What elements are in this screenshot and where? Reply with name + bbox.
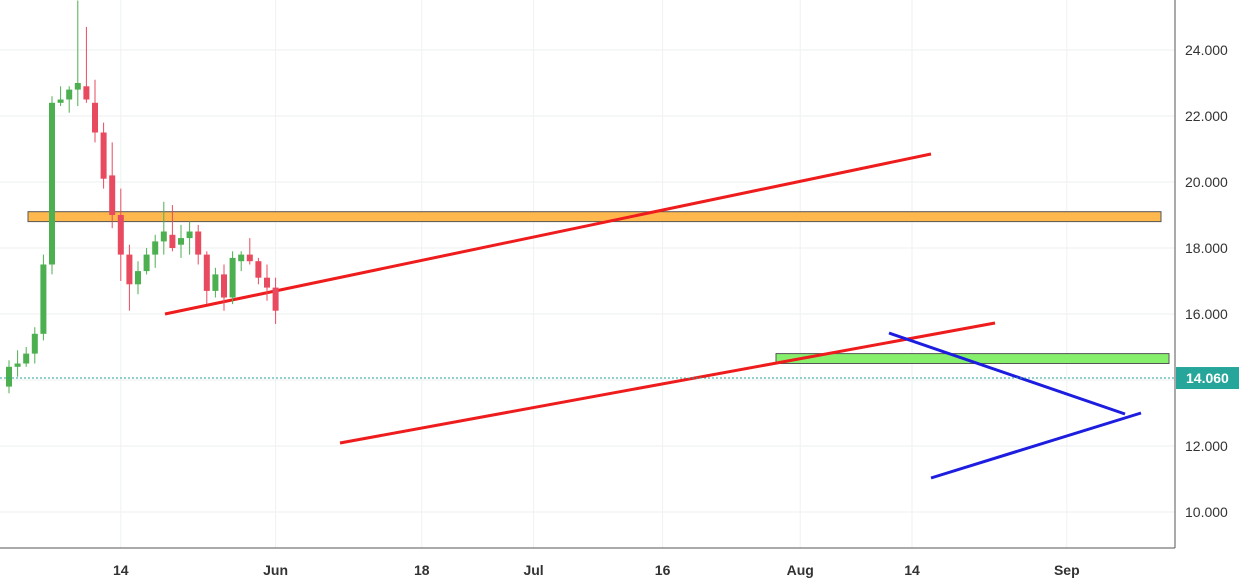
channel-lower-line <box>339 321 996 445</box>
candle-body <box>126 254 133 285</box>
candle-body <box>6 366 12 387</box>
candle-body <box>238 254 245 262</box>
candle-body <box>74 83 81 90</box>
candle-body <box>14 363 21 367</box>
y-tick-label: 24.000 <box>1185 42 1228 58</box>
support-zone <box>775 353 1170 365</box>
candle-body <box>169 234 176 248</box>
resistance-zone <box>27 211 1162 223</box>
candle-body <box>152 241 159 255</box>
candle-body <box>229 257 236 298</box>
candle-body <box>221 274 227 298</box>
candle-body <box>160 231 167 242</box>
candle-body <box>178 238 184 245</box>
candle-body <box>23 353 30 364</box>
x-tick-label: Sep <box>1054 562 1080 578</box>
y-tick-label: 18.000 <box>1185 240 1228 256</box>
candle-body <box>83 86 90 100</box>
candle-body <box>212 274 219 291</box>
x-tick-label: 16 <box>655 562 671 578</box>
x-tick-label: Jun <box>263 562 288 578</box>
x-tick-label: 14 <box>904 562 920 578</box>
y-tick-label: 16.000 <box>1185 306 1228 322</box>
candle-body <box>40 264 47 334</box>
candle-body <box>57 99 64 103</box>
candle-body <box>203 254 210 291</box>
candle-body <box>272 287 279 311</box>
y-tick-label: 20.000 <box>1185 174 1228 190</box>
candle-body <box>49 102 55 265</box>
x-tick-label: 18 <box>414 562 430 578</box>
channel-upper-line <box>164 152 932 316</box>
last-price-tag <box>1176 367 1239 390</box>
candle-body <box>143 254 150 272</box>
candle-body <box>135 271 141 285</box>
candle-body <box>195 231 202 255</box>
x-tick-label: 14 <box>113 562 129 578</box>
y-tick-label: 22.000 <box>1185 108 1228 124</box>
candle-body <box>186 231 193 239</box>
triangle-lower-line <box>930 411 1142 480</box>
y-tick-label: 10.000 <box>1185 504 1228 520</box>
triangle-upper-line <box>888 331 1126 416</box>
candle-body <box>31 333 38 354</box>
candle-body <box>100 132 107 179</box>
y-tick-label: 12.000 <box>1185 438 1228 454</box>
candle-body <box>117 215 124 255</box>
candle-body <box>109 175 116 215</box>
candle-body <box>264 277 270 288</box>
x-tick-label: Aug <box>787 562 814 578</box>
candle-body <box>92 102 98 133</box>
candle-body <box>255 261 262 278</box>
candle-body <box>246 254 253 262</box>
candle-body <box>66 89 73 100</box>
x-tick-label: Jul <box>523 562 543 578</box>
last-price-label: 14.060 <box>1186 370 1229 386</box>
